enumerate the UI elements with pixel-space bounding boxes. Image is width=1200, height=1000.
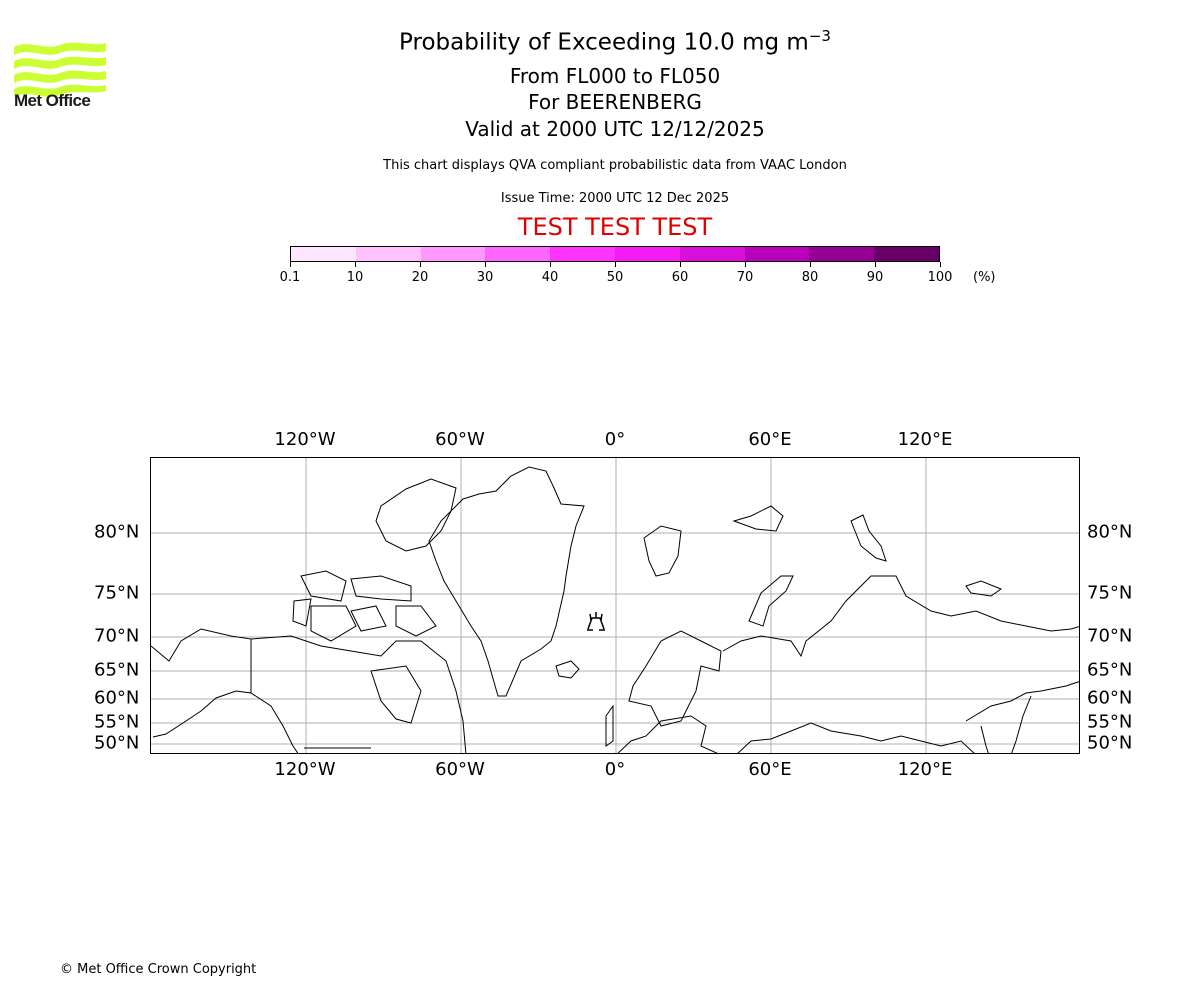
colorbar-tick-label: 30 [476,270,494,285]
longitude-label: 60°E [748,759,792,780]
longitude-label: 0° [604,759,626,780]
colorbar-tick-label: 100 [927,270,953,285]
colorbar-tick-label: 80 [801,270,819,285]
latitude-label: 50°N [94,732,140,754]
colorbar-tick [290,262,291,267]
colorbar-swatch [744,247,810,261]
colorbar-swatch [679,247,745,261]
latitude-label: 60°N [1087,687,1133,709]
colorbar-swatch [614,247,680,261]
colorbar-tick [615,262,616,267]
latitude-label: 80°N [94,521,140,543]
longitude-label: 60°E [748,429,792,450]
colorbar-tick [940,262,941,267]
volcano-name: For BEERENBERG [528,90,702,114]
chart-title: Probability of Exceeding 10.0 mg m−3 [399,27,831,56]
valid-time: Valid at 2000 UTC 12/12/2025 [465,117,765,141]
latitude-label: 65°N [94,659,140,681]
colorbar-tick-label: 70 [736,270,754,285]
logo-text: Met Office [14,91,91,110]
latitude-label: 65°N [1087,659,1133,681]
latitude-label: 55°N [1087,711,1133,733]
coastlines [151,466,1079,753]
map-panel [150,457,1080,754]
longitude-label: 60°W [435,759,485,780]
copyright-notice: © Met Office Crown Copyright [60,962,257,977]
data-source-note: This chart displays QVA compliant probab… [383,158,847,173]
longitude-label: 0° [604,429,626,450]
latitude-label: 75°N [1087,582,1133,604]
met-office-logo-icon [14,42,106,97]
colorbar-swatch [874,247,939,261]
latitude-label: 60°N [94,687,140,709]
test-banner: TEST TEST TEST [517,213,713,241]
issue-time: Issue Time: 2000 UTC 12 Dec 2025 [500,191,730,206]
colorbar-tick-label: 0.1 [279,270,301,285]
colorbar-tick [810,262,811,267]
colorbar-tick [485,262,486,267]
latitude-label: 75°N [94,582,140,604]
colorbar-unit: (%) [973,270,996,285]
colorbar-tick [355,262,356,267]
colorbar-swatch [355,247,421,261]
graticule [151,458,1079,753]
colorbar-swatch [485,247,551,261]
colorbar-tick-label: 10 [346,270,364,285]
latitude-label: 50°N [1087,732,1133,754]
colorbar-tick-label: 50 [606,270,624,285]
colorbar-tick-label: 60 [671,270,689,285]
latitude-label: 70°N [94,625,140,647]
colorbar-tick [420,262,421,267]
longitude-label: 120°E [897,759,953,780]
coastline-map [151,458,1079,753]
colorbar-swatch [550,247,615,261]
flight-level-range: From FL000 to FL050 [509,64,721,88]
longitude-label: 120°W [274,429,336,450]
colorbar-swatch [420,247,486,261]
latitude-label: 70°N [1087,625,1133,647]
latitude-label: 55°N [94,711,140,733]
colorbar-tick-label: 20 [411,270,429,285]
longitude-label: 60°W [435,429,485,450]
colorbar-tick [875,262,876,267]
volcano-icon [587,612,605,631]
colorbar-tick [550,262,551,267]
colorbar-swatch [291,247,356,261]
longitude-label: 120°E [897,429,953,450]
colorbar-tick [745,262,746,267]
colorbar-swatch [809,247,875,261]
colorbar-tick-label: 90 [866,270,884,285]
colorbar-tick [680,262,681,267]
latitude-label: 80°N [1087,521,1133,543]
longitude-label: 120°W [274,759,336,780]
colorbar-tick-label: 40 [541,270,559,285]
colorbar [290,246,940,262]
